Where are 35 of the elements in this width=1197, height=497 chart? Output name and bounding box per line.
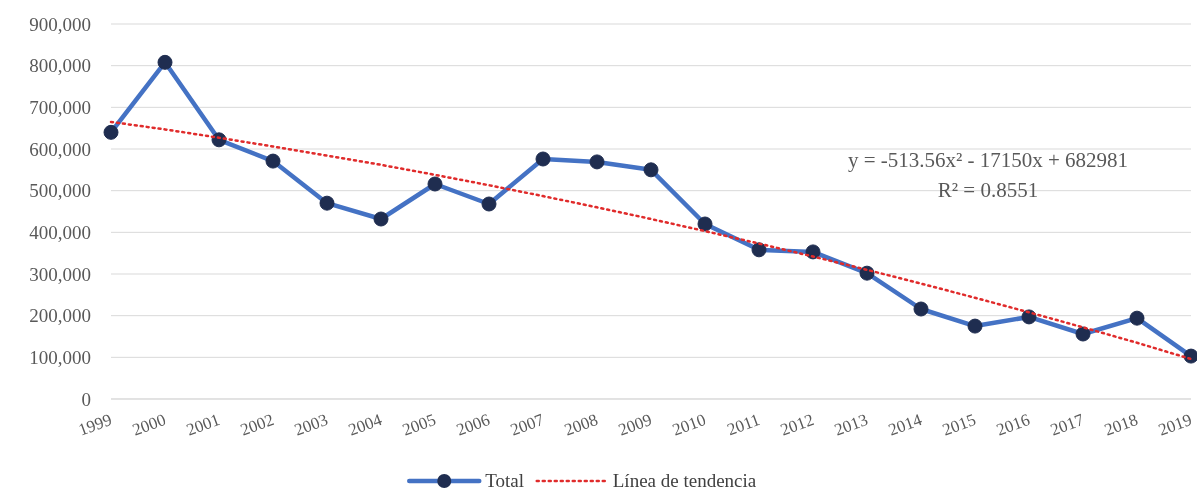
- x-tick-label: 2004: [345, 409, 385, 440]
- x-tick-label: 2000: [129, 410, 169, 440]
- x-tick-label: 2019: [1155, 410, 1195, 440]
- y-tick-label: 600,000: [29, 138, 91, 160]
- x-tick-label: 2011: [724, 410, 763, 440]
- y-tick-label: 800,000: [29, 55, 91, 77]
- x-tick-label: 2013: [831, 410, 871, 440]
- y-tick-label: 100,000: [29, 346, 91, 368]
- x-tick-label: 2016: [993, 410, 1033, 440]
- x-tick-label: 2006: [453, 410, 493, 440]
- annotation: y = -513.56x² - 17150x + 682981: [847, 148, 1129, 172]
- x-tick-label: 2007: [507, 409, 547, 440]
- annotation: R² = 0.8551: [937, 178, 1039, 202]
- x-tick-label: 2012: [777, 410, 817, 440]
- legend-label: Total: [485, 470, 525, 491]
- x-tick-label: 2002: [237, 410, 277, 440]
- x-tick-label: 2003: [291, 410, 331, 440]
- y-tick-label: 400,000: [29, 221, 91, 243]
- x-tick-label: 2017: [1047, 409, 1087, 440]
- y-tick-label: 900,000: [29, 13, 91, 35]
- x-tick-label: 2014: [885, 409, 925, 440]
- y-tick-label: 200,000: [29, 305, 91, 327]
- x-tick-label: 2001: [183, 410, 223, 440]
- y-tick-label: 500,000: [29, 180, 91, 202]
- x-tick-label: 2009: [615, 410, 655, 440]
- x-tick-label: 2005: [399, 410, 439, 440]
- x-tick-label: 2010: [669, 410, 709, 440]
- y-tick-label: 300,000: [29, 263, 91, 285]
- y-tick-label: 0: [81, 388, 91, 410]
- legend-label: Línea de tendencia: [612, 470, 757, 491]
- y-tick-label: 700,000: [29, 96, 91, 118]
- x-tick-label: 2018: [1101, 410, 1141, 440]
- x-tick-label: 1999: [75, 410, 115, 440]
- x-tick-label: 2015: [939, 410, 979, 440]
- x-tick-label: 2008: [561, 410, 601, 440]
